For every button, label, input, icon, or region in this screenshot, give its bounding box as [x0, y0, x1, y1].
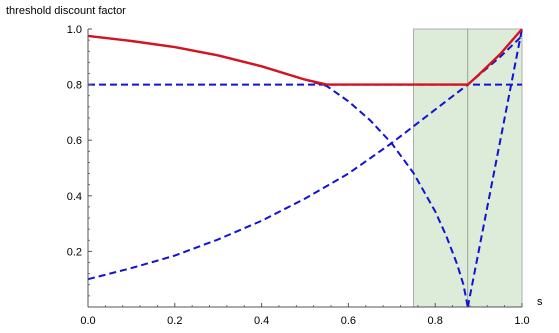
- y-tick-label: 0.2: [67, 246, 82, 258]
- y-tick-label: 0.4: [67, 191, 82, 203]
- series-line-2: [87, 34, 469, 308]
- y-tick-label: 0.8: [67, 80, 82, 92]
- series-line-4: [466, 28, 523, 308]
- x-axis-title: s: [537, 296, 543, 308]
- x-tick-label: 1.0: [514, 315, 529, 327]
- y-tick-label: 0.6: [67, 135, 82, 147]
- y-tick-label: 1.0: [67, 24, 82, 36]
- x-tick-label: 0.8: [428, 315, 443, 327]
- x-tick-label: 0.4: [254, 315, 269, 327]
- x-tick-label: 0.0: [80, 315, 95, 327]
- ticks-layer: 0.0 0.2 0.4 0.6 0.8 1.0 0.2 0.4 0.6 0.8 1.0: [67, 24, 530, 327]
- x-tick-label: 0.6: [341, 315, 356, 327]
- x-tick-label: 0.2: [167, 315, 182, 327]
- series-layer: [87, 28, 523, 308]
- axes-layer: [87, 29, 522, 308]
- series-line-5: [87, 28, 523, 86]
- y-axis-title: threshold discount factor: [6, 5, 126, 17]
- shaded-region-layer: [413, 28, 523, 308]
